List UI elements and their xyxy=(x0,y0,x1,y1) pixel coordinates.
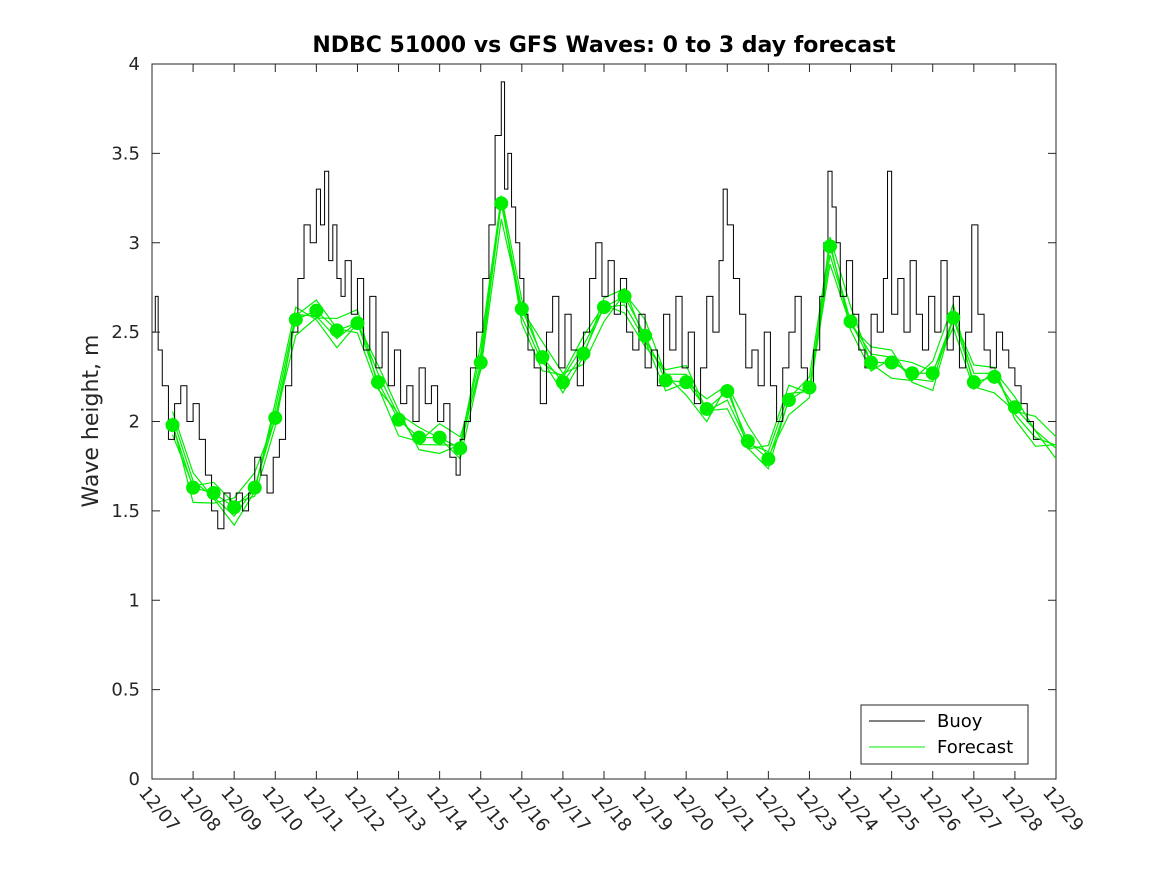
forecast-point xyxy=(186,480,201,495)
y-axis: 0 0.5 1 1.5 2 2.5 3 3.5 4 xyxy=(111,54,1056,790)
forecast-point xyxy=(576,346,591,361)
plot-area xyxy=(151,63,1057,780)
forecast-point xyxy=(206,486,221,500)
forecast-point xyxy=(494,196,509,211)
legend-buoy-label: Buoy xyxy=(937,711,983,732)
legend: Buoy Forecast xyxy=(860,704,1029,765)
x-tick-label: 12/27 xyxy=(956,783,1005,836)
x-tick-label: 12/08 xyxy=(175,783,224,836)
forecast-point xyxy=(843,314,858,329)
y-tick-label: 3.5 xyxy=(111,143,140,164)
y-tick-label: 0.5 xyxy=(111,680,140,701)
forecast-point xyxy=(1007,400,1022,415)
x-tick-label: 12/13 xyxy=(381,783,430,836)
x-tick-label: 12/28 xyxy=(997,783,1046,836)
x-tick-label: 12/25 xyxy=(874,783,923,836)
legend-forecast-label: Forecast xyxy=(937,737,1013,758)
x-tick-label: 12/14 xyxy=(422,783,471,836)
forecast-point xyxy=(781,393,796,408)
forecast-point xyxy=(453,441,468,456)
x-tick-label: 12/21 xyxy=(709,783,758,836)
forecast-point xyxy=(946,310,961,325)
y-tick-label: 1 xyxy=(129,590,140,611)
forecast-point xyxy=(371,375,385,390)
x-tick-label: 12/22 xyxy=(751,783,800,836)
forecast-point xyxy=(987,369,1002,384)
x-tick-label: 12/16 xyxy=(504,783,553,836)
y-tick-label: 2 xyxy=(129,412,140,433)
forecast-point xyxy=(391,412,406,427)
forecast-point xyxy=(432,430,447,445)
y-tick-label: 1.5 xyxy=(111,501,140,522)
forecast-point xyxy=(823,239,837,254)
forecast-markers xyxy=(165,196,1022,515)
x-tick-label: 12/12 xyxy=(340,783,389,836)
forecast-point xyxy=(925,366,940,381)
forecast-point xyxy=(350,316,365,331)
x-tick-label: 12/24 xyxy=(833,783,882,836)
x-tick-label: 12/09 xyxy=(216,783,265,836)
forecast-point xyxy=(740,434,755,449)
x-tick-label: 12/19 xyxy=(627,783,676,836)
forecast-point xyxy=(288,312,303,327)
x-tick-label: 12/20 xyxy=(668,783,717,836)
x-tick-label: 12/07 xyxy=(134,783,183,836)
x-tick-label: 12/10 xyxy=(257,783,306,836)
x-tick-label: 12/15 xyxy=(463,783,512,836)
forecast-point xyxy=(412,430,427,445)
x-tick-label: 12/17 xyxy=(545,783,594,836)
forecast-point xyxy=(514,301,529,316)
forecast-point xyxy=(165,418,180,433)
forecast-point xyxy=(864,355,879,370)
forecast-point xyxy=(247,480,262,495)
x-tick-label: 12/23 xyxy=(792,783,841,836)
y-tick-label: 4 xyxy=(129,54,140,75)
forecast-point xyxy=(329,323,344,338)
forecast-point xyxy=(535,350,550,365)
legend-box xyxy=(860,704,1029,765)
forecast-point xyxy=(309,303,324,318)
chart-title: NDBC 51000 vs GFS Waves: 0 to 3 day fore… xyxy=(312,33,896,58)
x-tick-label: 12/26 xyxy=(915,783,964,836)
forecast-point xyxy=(966,375,981,390)
y-axis-label: Wave height, m xyxy=(79,335,104,508)
forecast-point xyxy=(597,300,611,315)
forecast-point xyxy=(555,375,570,390)
x-tick-label: 12/29 xyxy=(1038,783,1087,836)
forecast-point xyxy=(699,401,714,416)
forecast-point xyxy=(802,380,817,395)
y-tick-label: 0 xyxy=(129,769,140,790)
forecast-point xyxy=(679,375,694,390)
x-tick-label: 12/11 xyxy=(299,783,348,836)
forecast-point xyxy=(617,289,632,304)
y-tick-label: 2.5 xyxy=(111,322,140,343)
forecast-point xyxy=(884,355,899,370)
forecast-point xyxy=(268,410,283,425)
y-tick-label: 3 xyxy=(129,233,140,254)
forecast-point xyxy=(638,328,653,343)
forecast-point xyxy=(905,366,920,381)
forecast-point xyxy=(761,452,776,467)
forecast-point xyxy=(473,355,488,370)
forecast-point xyxy=(720,384,735,399)
forecast-point xyxy=(227,500,242,515)
forecast-point xyxy=(658,373,673,388)
x-tick-label: 12/18 xyxy=(586,783,635,836)
